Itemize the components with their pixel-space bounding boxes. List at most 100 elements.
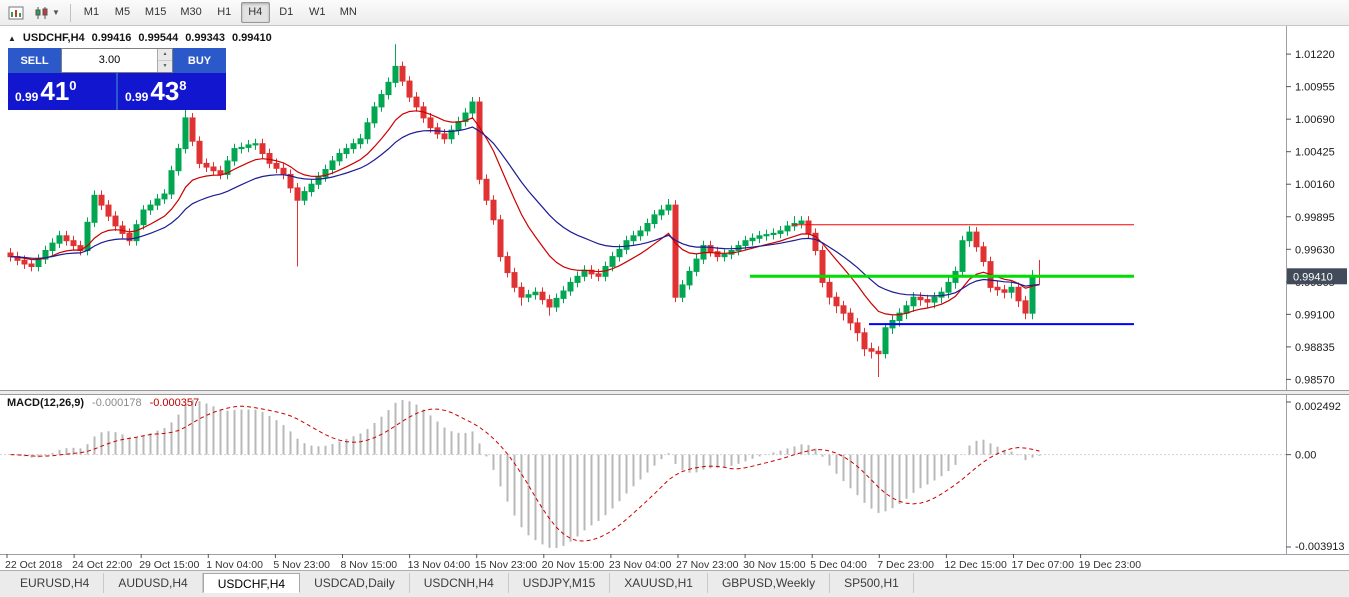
- candle-body: [1001, 289, 1008, 293]
- candle-body: [343, 148, 350, 154]
- buy-button[interactable]: BUY: [173, 48, 226, 73]
- sell-button[interactable]: SELL: [8, 48, 61, 73]
- candle-body: [777, 230, 784, 234]
- candle-body: [679, 284, 686, 298]
- candle-body: [875, 350, 882, 355]
- candle-body: [441, 133, 448, 140]
- timeframe-m30[interactable]: M30: [180, 6, 202, 18]
- candle-body: [91, 194, 98, 223]
- sell-price-point: 0: [69, 77, 77, 93]
- candle-body: [973, 231, 980, 248]
- timeframe-h1[interactable]: H1: [217, 6, 232, 18]
- volume-up-button[interactable]: ▲: [158, 49, 172, 61]
- candle-body: [238, 146, 245, 150]
- candle-body: [637, 230, 644, 237]
- candle-body: [287, 173, 294, 189]
- timeframe-d1[interactable]: D1: [279, 6, 294, 18]
- chart-window: 1.01220 1.00955 1.00690 1.00425 1.00160 0.99 8…: [0, 26, 1349, 570]
- chart-tab-bar: EURUSD,H4 AUDUSD,H4 USDCHF,H4 USDCAD,Daily U…: [0, 570, 1349, 597]
- svg-text:17 Dec 07:00: 17 Dec 07:00: [1012, 559, 1075, 570]
- svg-text:1.00955: 1.00955: [1295, 82, 1335, 94]
- candle-body: [224, 160, 231, 175]
- volume-down-button[interactable]: ▼: [158, 61, 172, 72]
- candle-body: [315, 176, 322, 185]
- candle-body: [931, 296, 938, 303]
- new-chart-icon[interactable]: [4, 2, 28, 24]
- tab-usdchf-h4[interactable]: USDCHF,H4: [202, 573, 301, 593]
- candle-body: [210, 166, 217, 172]
- svg-text:0.98570: 0.98570: [1295, 374, 1335, 386]
- candle-body: [882, 327, 889, 355]
- candle-body: [497, 219, 504, 258]
- candle-body: [714, 251, 721, 258]
- chart-ohlc-title: ▲ USDCHF,H4 0.99416 0.99544 0.99343 0.99…: [8, 32, 272, 44]
- tab-xauusd-h1[interactable]: XAUUSD,H1: [610, 573, 708, 593]
- candle-body: [672, 204, 679, 298]
- svg-text:-0.003913: -0.003913: [1295, 541, 1345, 553]
- chart-style-button[interactable]: ▼: [30, 2, 64, 24]
- svg-text:1 Nov 04:00: 1 Nov 04:00: [206, 559, 263, 570]
- svg-text:8 Nov 15:00: 8 Nov 15:00: [341, 559, 398, 570]
- volume-value: 3.00: [98, 54, 121, 66]
- candle-body: [490, 199, 497, 221]
- buy-price-point: 8: [179, 77, 187, 93]
- svg-text:1.01220: 1.01220: [1295, 49, 1335, 61]
- candle-body: [259, 143, 266, 154]
- tab-sp500-h1[interactable]: SP500,H1: [830, 573, 914, 593]
- candle-body: [266, 153, 273, 164]
- sell-price-display[interactable]: 0.99 41 0: [8, 73, 116, 110]
- tab-usdjpy-m15[interactable]: USDJPY,M15: [509, 573, 611, 593]
- candle-body: [539, 291, 546, 301]
- low-value: 0.99343: [185, 32, 225, 44]
- candle-body: [742, 240, 749, 247]
- tab-usdcad-daily[interactable]: USDCAD,Daily: [300, 573, 410, 593]
- svg-text:13 Nov 04:00: 13 Nov 04:00: [408, 559, 471, 570]
- candle-body: [994, 286, 1001, 291]
- one-click-toggle-icon[interactable]: ▲: [8, 33, 16, 43]
- tab-gbpusd-weekly[interactable]: GBPUSD,Weekly: [708, 573, 831, 593]
- candle-body: [546, 299, 553, 308]
- candle-body: [427, 117, 434, 129]
- candle-body: [448, 129, 455, 140]
- candle-body: [413, 96, 420, 108]
- svg-text:30 Nov 15:00: 30 Nov 15:00: [743, 559, 806, 570]
- svg-text:1.00425: 1.00425: [1295, 147, 1335, 159]
- sell-price-pips: 41: [40, 76, 70, 106]
- tab-audusd-h4[interactable]: AUDUSD,H4: [104, 573, 203, 593]
- buy-price-prefix: 0.99: [125, 89, 149, 104]
- candle-body: [483, 178, 490, 201]
- macd-name: MACD(12,26,9): [7, 397, 85, 409]
- candle-body: [147, 204, 154, 211]
- candle-body: [770, 232, 777, 236]
- volume-input[interactable]: 3.00 ▲ ▼: [61, 48, 173, 73]
- candle-body: [693, 258, 700, 272]
- candle-body: [623, 240, 630, 250]
- svg-text:1.00690: 1.00690: [1295, 114, 1335, 126]
- price-divider: [116, 73, 118, 110]
- timeframe-mn[interactable]: MN: [339, 6, 357, 18]
- chart-canvas[interactable]: 1.01220 1.00955 1.00690 1.00425 1.00160 0.99 8…: [0, 26, 1349, 570]
- candle-body: [749, 237, 756, 242]
- candle-body: [707, 245, 714, 253]
- timeframe-h4[interactable]: H4: [240, 2, 270, 23]
- chart-window-glyph: [8, 6, 24, 19]
- tab-usdcnh-h4[interactable]: USDCNH,H4: [410, 573, 509, 593]
- svg-text:1.00160: 1.00160: [1295, 179, 1335, 191]
- buy-price-pips: 43: [150, 76, 180, 106]
- candle-body: [308, 183, 315, 193]
- timeframe-m15[interactable]: M15: [144, 6, 167, 18]
- candle-body: [686, 270, 693, 286]
- candle-body: [378, 94, 385, 108]
- timeframe-m5[interactable]: M5: [114, 6, 131, 18]
- tab-eurusd-h4[interactable]: EURUSD,H4: [6, 573, 105, 593]
- candle-body: [140, 209, 147, 226]
- macd-main-value: -0.000178: [92, 397, 142, 409]
- timeframe-w1[interactable]: W1: [308, 6, 326, 18]
- candle-body: [161, 193, 168, 200]
- buy-price-display[interactable]: 0.99 43 8: [118, 73, 226, 110]
- timeframe-m1[interactable]: M1: [83, 6, 100, 18]
- candle-body: [385, 81, 392, 96]
- candle-body: [784, 225, 791, 232]
- candle-body: [245, 144, 252, 148]
- candlestick-layer: [7, 44, 1043, 377]
